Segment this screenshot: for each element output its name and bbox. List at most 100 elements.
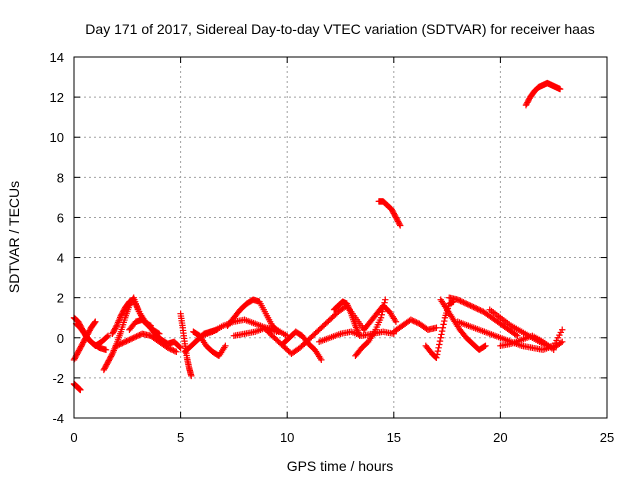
data-point bbox=[116, 341, 123, 348]
plot-frame bbox=[73, 56, 608, 419]
data-point bbox=[471, 304, 479, 311]
series-s18 bbox=[330, 298, 363, 339]
data-point bbox=[481, 343, 488, 350]
data-point bbox=[440, 321, 447, 328]
data-point bbox=[514, 332, 521, 339]
data-point bbox=[130, 334, 137, 341]
x-tick-label: 0 bbox=[70, 430, 77, 445]
y-tick-label: 10 bbox=[50, 130, 64, 145]
data-point bbox=[550, 346, 557, 354]
data-point bbox=[177, 344, 184, 352]
y-tick-label: 0 bbox=[57, 331, 64, 346]
series-s2 bbox=[70, 314, 110, 354]
data-point bbox=[438, 331, 445, 338]
series-s16 bbox=[279, 328, 325, 364]
data-point bbox=[411, 318, 419, 325]
data-point bbox=[188, 372, 195, 380]
series-s24 bbox=[422, 298, 457, 362]
data-point bbox=[477, 307, 484, 314]
data-point bbox=[124, 337, 132, 344]
ticks: 0 5 10 15 20 25 -4 -2 0 2 4 6 8 10 12 14 bbox=[50, 50, 615, 445]
series-s25 bbox=[437, 296, 489, 354]
x-tick-label: 20 bbox=[493, 430, 507, 445]
data-point bbox=[104, 332, 112, 339]
series-s21 bbox=[360, 302, 400, 333]
data-point bbox=[378, 311, 385, 318]
data-point bbox=[126, 336, 133, 343]
data-point bbox=[470, 303, 477, 311]
data-point bbox=[171, 347, 179, 355]
data-point bbox=[434, 347, 442, 355]
data-point bbox=[410, 317, 417, 325]
data-point bbox=[176, 343, 183, 351]
data-point bbox=[77, 386, 84, 394]
data-point bbox=[464, 301, 471, 308]
data-point bbox=[222, 342, 229, 349]
data-point bbox=[131, 333, 139, 341]
series-s19 bbox=[315, 328, 397, 345]
data-point bbox=[103, 333, 111, 340]
data-point bbox=[409, 317, 416, 324]
series-s7 bbox=[126, 316, 184, 352]
series-s17 bbox=[301, 302, 368, 347]
data-point bbox=[168, 346, 176, 354]
data-point bbox=[441, 317, 448, 325]
data-point bbox=[396, 220, 403, 228]
data-point bbox=[136, 331, 143, 339]
data-point bbox=[377, 314, 385, 321]
data-point bbox=[164, 344, 172, 352]
data-point bbox=[129, 335, 136, 342]
y-tick-label: 14 bbox=[50, 50, 64, 65]
grid bbox=[74, 57, 607, 418]
data-series bbox=[70, 79, 566, 394]
y-tick-label: -4 bbox=[52, 411, 64, 426]
data-point bbox=[474, 305, 481, 313]
y-tick-label: -2 bbox=[52, 371, 64, 386]
data-point bbox=[382, 296, 389, 303]
y-tick-label: 8 bbox=[57, 170, 64, 185]
data-point bbox=[396, 222, 404, 229]
series-s26 bbox=[446, 294, 521, 339]
data-point bbox=[108, 351, 115, 359]
data-point bbox=[467, 302, 474, 309]
y-tick-label: 4 bbox=[57, 251, 64, 266]
data-point bbox=[102, 346, 110, 354]
data-point bbox=[436, 341, 443, 348]
data-point bbox=[465, 301, 473, 309]
x-tick-label: 25 bbox=[600, 430, 614, 445]
data-point bbox=[468, 303, 476, 310]
data-point bbox=[119, 339, 126, 347]
data-point bbox=[123, 337, 130, 345]
data-point bbox=[559, 326, 566, 333]
data-point bbox=[475, 306, 483, 313]
data-point bbox=[407, 316, 415, 323]
data-point bbox=[170, 347, 177, 354]
data-point bbox=[463, 300, 470, 307]
data-point bbox=[392, 318, 400, 325]
data-point bbox=[92, 318, 99, 325]
data-point bbox=[439, 324, 447, 331]
data-point bbox=[318, 356, 325, 364]
data-point bbox=[458, 298, 466, 305]
data-point bbox=[455, 297, 463, 304]
data-point bbox=[134, 332, 142, 339]
series-s14 bbox=[230, 324, 291, 339]
data-point bbox=[460, 299, 467, 306]
data-point bbox=[112, 323, 120, 331]
data-point bbox=[127, 335, 135, 343]
y-tick-label: 12 bbox=[50, 90, 64, 105]
data-point bbox=[557, 339, 565, 346]
series-s13 bbox=[224, 296, 282, 335]
data-point bbox=[435, 344, 442, 352]
data-point bbox=[91, 319, 98, 326]
series-s29 bbox=[497, 332, 557, 354]
data-point bbox=[113, 342, 120, 349]
data-point bbox=[433, 324, 440, 331]
series-s8 bbox=[113, 330, 180, 356]
x-axis-label: GPS time / hours bbox=[287, 458, 394, 474]
chart-title: Day 171 of 2017, Sidereal Day-to-day VTE… bbox=[85, 21, 594, 37]
data-point bbox=[167, 345, 174, 353]
data-point bbox=[173, 348, 180, 356]
data-point bbox=[457, 297, 464, 305]
